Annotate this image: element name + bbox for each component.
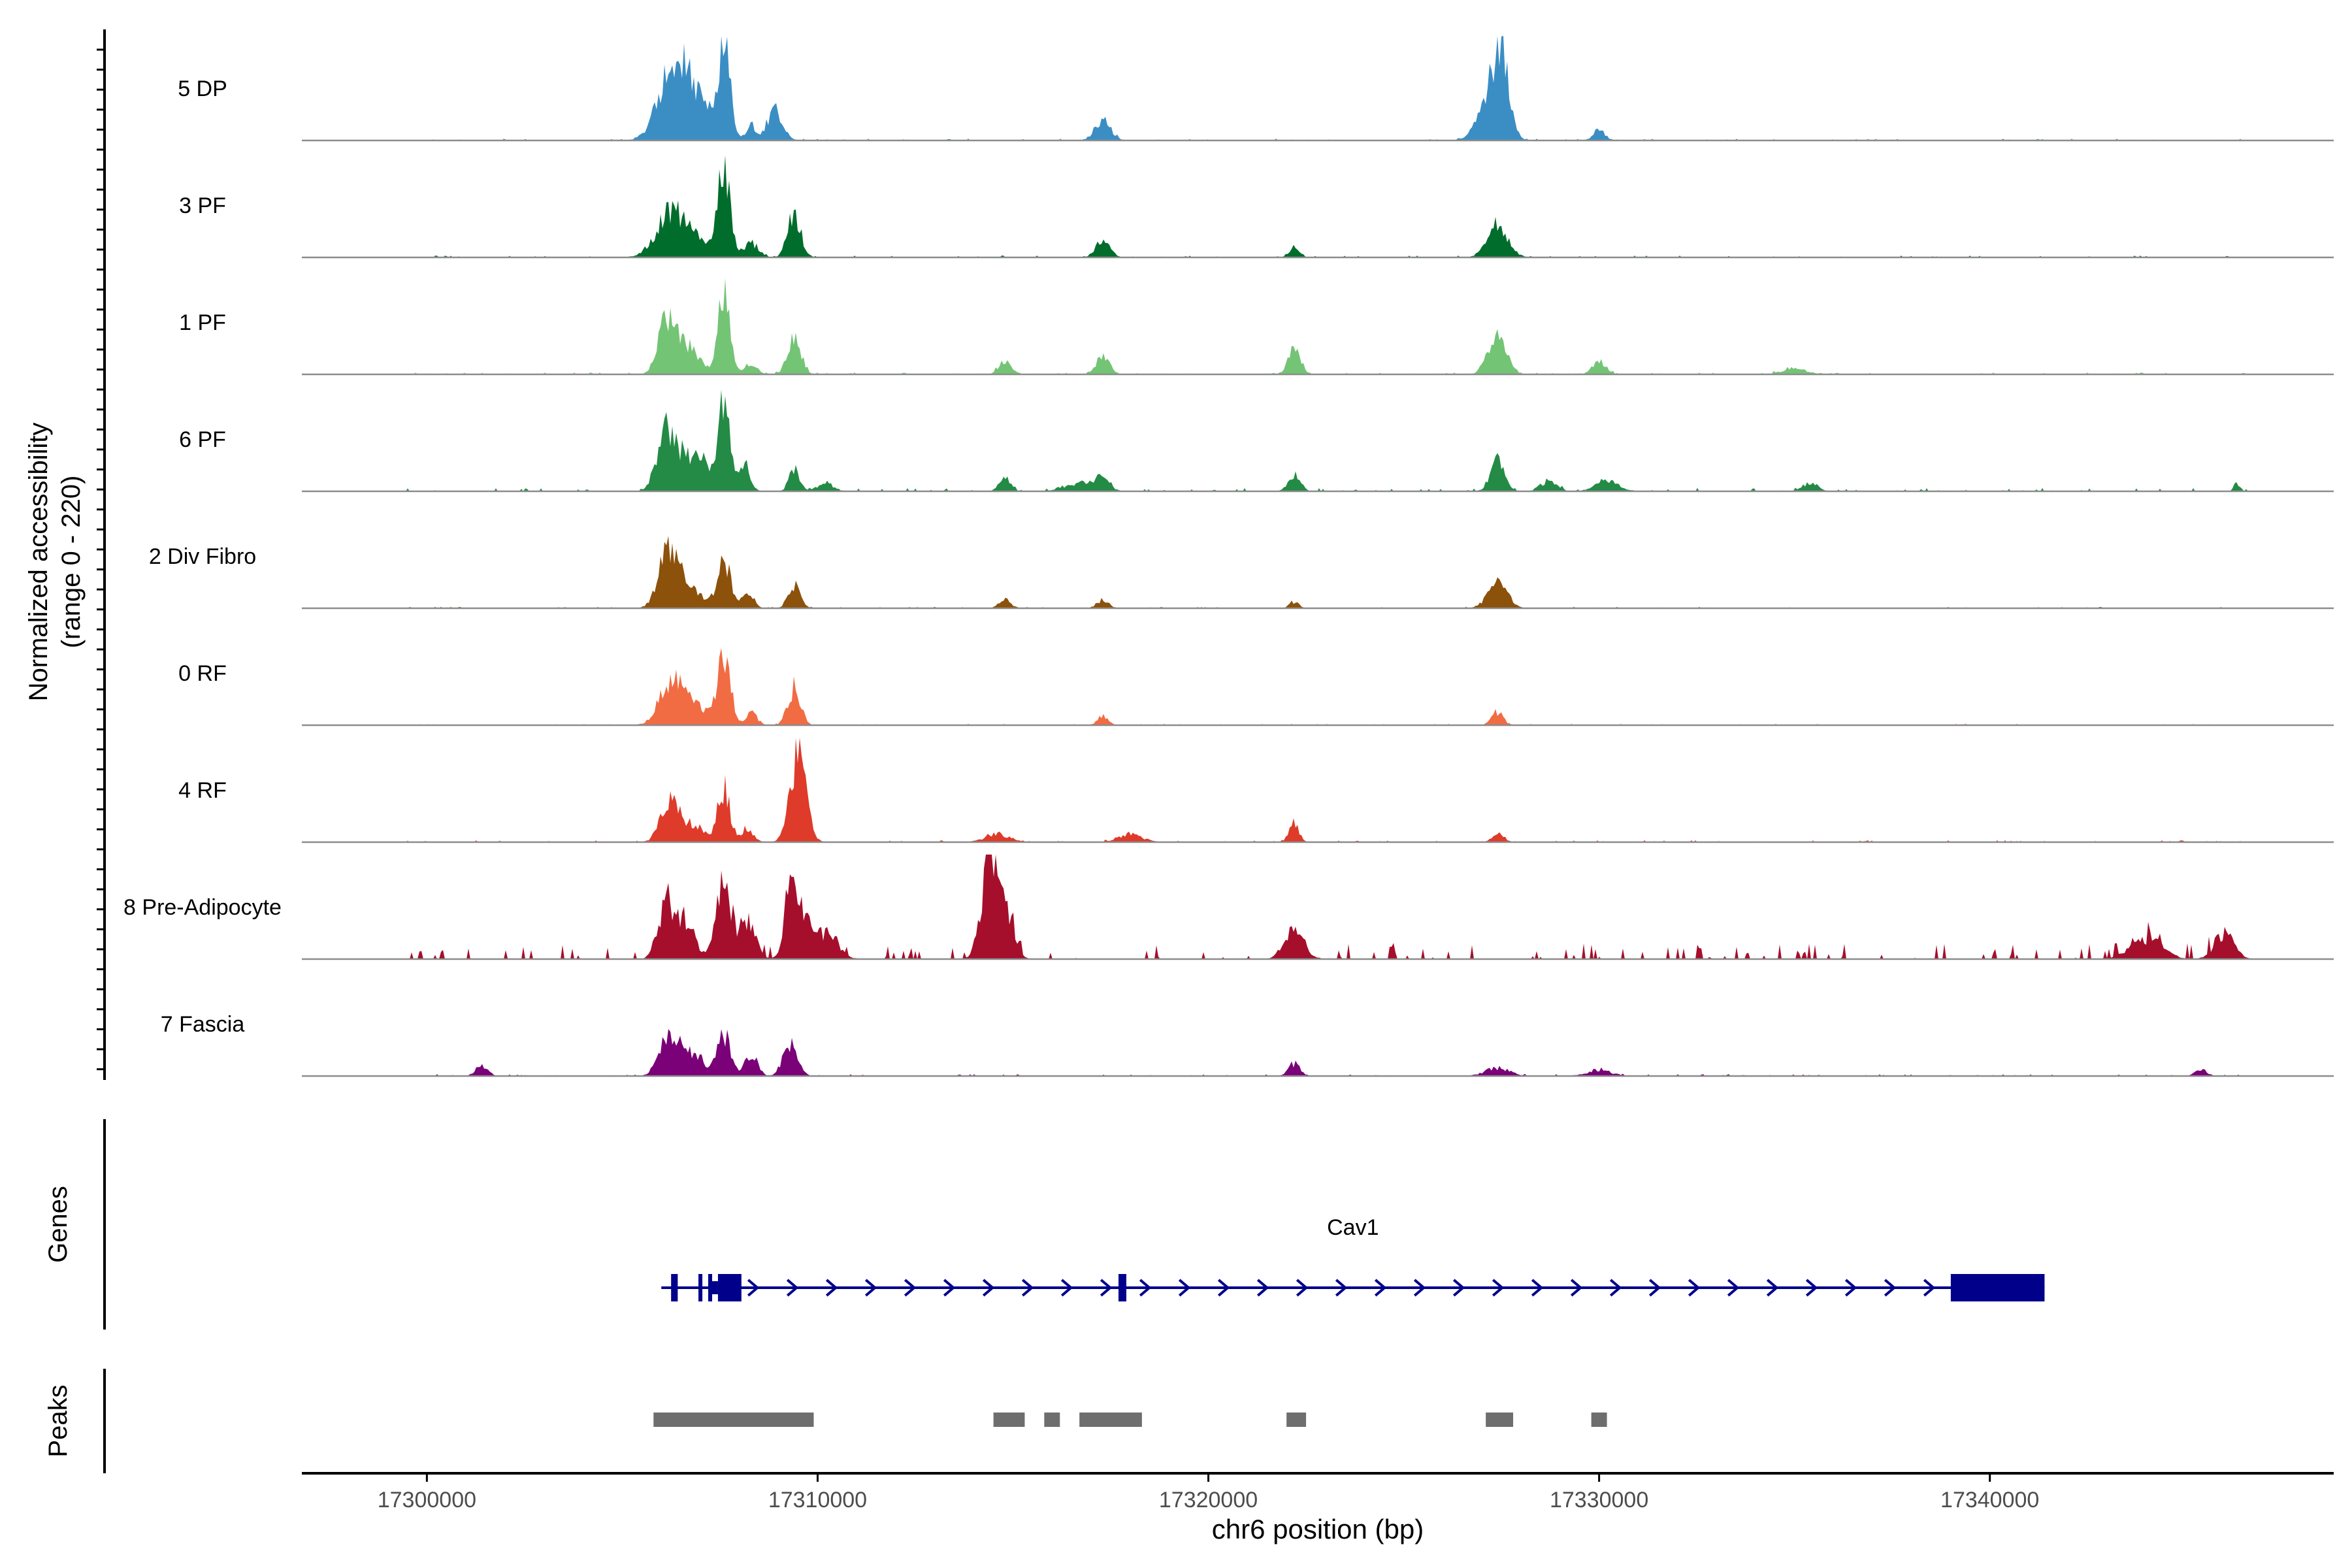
peak-region [653, 1413, 814, 1427]
coverage-area [302, 855, 2334, 959]
y-axis-range-label: (range 0 - 220) [57, 476, 86, 649]
peaks-track-label: Peaks [44, 1384, 73, 1457]
strand-arrow [943, 1279, 956, 1297]
track-7-fascia: 7 Fascia [161, 1012, 2334, 1077]
peak-region [1286, 1413, 1307, 1427]
strand-arrow [1648, 1279, 1661, 1297]
x-axis-tick-label: 17320000 [1159, 1488, 1258, 1512]
strand-arrow [1531, 1279, 1544, 1297]
coverage-area [302, 389, 2334, 491]
strand-arrow [1335, 1279, 1348, 1297]
gene-exon [1118, 1274, 1126, 1301]
strand-arrow [1570, 1279, 1583, 1297]
coverage-area [302, 155, 2334, 257]
track-label: 6 PF [179, 427, 226, 452]
track-label: 7 Fascia [161, 1012, 245, 1037]
track-label: 0 RF [178, 661, 227, 686]
coverage-area [302, 1029, 2334, 1076]
strand-arrow [1100, 1279, 1113, 1297]
track-3-pf: 3 PF [179, 155, 2334, 259]
coverage-area [302, 647, 2334, 725]
strand-arrow [1413, 1279, 1426, 1297]
strand-arrow [1452, 1279, 1465, 1297]
gene-exon [1950, 1274, 2045, 1301]
x-axis: 17300000 17310000 17320000 17330000 17340000 [378, 1473, 2039, 1512]
y-axis [97, 29, 106, 1080]
peak-track [653, 1413, 1607, 1427]
x-axis-tick-label: 17340000 [1940, 1488, 2039, 1512]
strand-arrow [1805, 1279, 1818, 1297]
strand-arrow [1296, 1279, 1309, 1297]
peak-region [1044, 1413, 1060, 1427]
coverage-area [302, 36, 2334, 140]
track-label: 2 Div Fibro [149, 544, 256, 569]
coverage-area [302, 536, 2334, 608]
gene-exon [671, 1274, 678, 1301]
gene-exon [717, 1274, 742, 1301]
track-2-div-fibro: 2 Div Fibro [149, 536, 2334, 610]
track-1-pf: 1 PF [179, 278, 2334, 376]
coverage-tracks: 5 DP 3 PF 1 PF 6 PF 2 Div Fibro 0 RF 4 RF 8 Pre… [123, 36, 2334, 1077]
peak-region [1591, 1413, 1607, 1427]
strand-arrow [1217, 1279, 1230, 1297]
peak-region [1486, 1413, 1514, 1427]
peak-region [1079, 1413, 1142, 1427]
gene-exon [708, 1274, 712, 1301]
track-0-rf: 0 RF [178, 647, 2334, 727]
strand-arrow [1884, 1279, 1897, 1297]
x-axis-tick-label: 17300000 [378, 1488, 476, 1512]
strand-arrow [786, 1279, 799, 1297]
strand-arrow [1923, 1279, 1936, 1297]
strand-arrow [1178, 1279, 1191, 1297]
strand-arrow [1688, 1279, 1701, 1297]
track-8-pre-adipocyte: 8 Pre-Adipocyte [123, 855, 2334, 960]
track-label: 8 Pre-Adipocyte [123, 895, 282, 920]
x-axis-tick-label: 17330000 [1550, 1488, 1648, 1512]
x-axis-label: chr6 position (bp) [1212, 1514, 1424, 1544]
track-label: 5 DP [178, 76, 227, 101]
strand-arrow [825, 1279, 838, 1297]
gene-name-label: Cav1 [1327, 1215, 1379, 1240]
strand-arrow [1492, 1279, 1505, 1297]
strand-arrow [747, 1279, 760, 1297]
track-label: 3 PF [179, 193, 226, 218]
strand-arrow [1374, 1279, 1387, 1297]
strand-arrow [1139, 1279, 1152, 1297]
track-label: 1 PF [179, 310, 226, 335]
gene-track: Cav1 [661, 1215, 2045, 1301]
x-axis-tick-label: 17310000 [768, 1488, 867, 1512]
strand-arrow [1060, 1279, 1073, 1297]
strand-arrow [1766, 1279, 1779, 1297]
coverage-area [302, 738, 2334, 842]
y-axis-label: Normalized accessibility [24, 423, 53, 702]
strand-arrow [904, 1279, 917, 1297]
genes-track-label: Genes [44, 1186, 73, 1263]
track-4-rf: 4 RF [178, 738, 2334, 843]
strand-arrow [1256, 1279, 1269, 1297]
strand-arrow [1844, 1279, 1857, 1297]
strand-arrow [864, 1279, 877, 1297]
gene-exon [698, 1274, 703, 1301]
strand-arrow [982, 1279, 995, 1297]
coverage-area [302, 278, 2334, 374]
track-5-dp: 5 DP [178, 36, 2334, 142]
track-6-pf: 6 PF [179, 389, 2334, 493]
track-label: 4 RF [178, 778, 227, 803]
strand-arrow [1021, 1279, 1034, 1297]
strand-arrow [1727, 1279, 1740, 1297]
strand-arrow [1609, 1279, 1622, 1297]
peak-region [993, 1413, 1025, 1427]
